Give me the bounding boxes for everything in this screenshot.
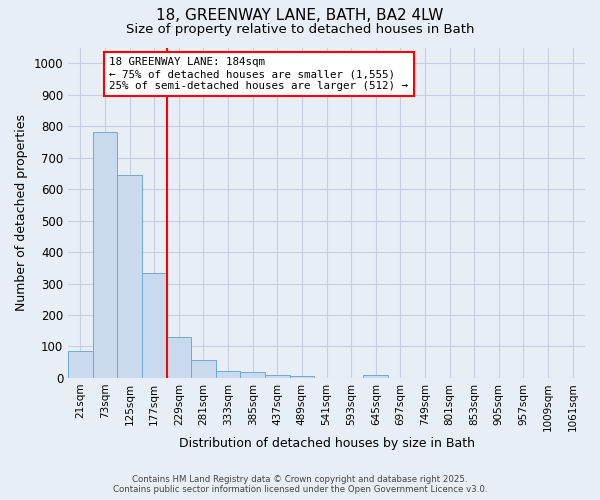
Bar — [117, 175, 142, 378]
Text: Size of property relative to detached houses in Bath: Size of property relative to detached ho… — [126, 22, 474, 36]
X-axis label: Distribution of detached houses by size in Bath: Distribution of detached houses by size … — [179, 437, 475, 450]
Text: 18 GREENWAY LANE: 184sqm
← 75% of detached houses are smaller (1,555)
25% of sem: 18 GREENWAY LANE: 184sqm ← 75% of detach… — [109, 58, 409, 90]
Bar — [191, 360, 216, 378]
Y-axis label: Number of detached properties: Number of detached properties — [15, 114, 28, 311]
Bar — [241, 372, 265, 378]
Bar — [68, 351, 92, 378]
Bar — [142, 272, 167, 378]
Text: 18, GREENWAY LANE, BATH, BA2 4LW: 18, GREENWAY LANE, BATH, BA2 4LW — [157, 8, 443, 22]
Bar — [167, 337, 191, 378]
Bar — [92, 132, 117, 378]
Bar — [364, 376, 388, 378]
Bar — [216, 370, 241, 378]
Text: Contains HM Land Registry data © Crown copyright and database right 2025.
Contai: Contains HM Land Registry data © Crown c… — [113, 474, 487, 494]
Bar — [290, 376, 314, 378]
Bar — [265, 375, 290, 378]
